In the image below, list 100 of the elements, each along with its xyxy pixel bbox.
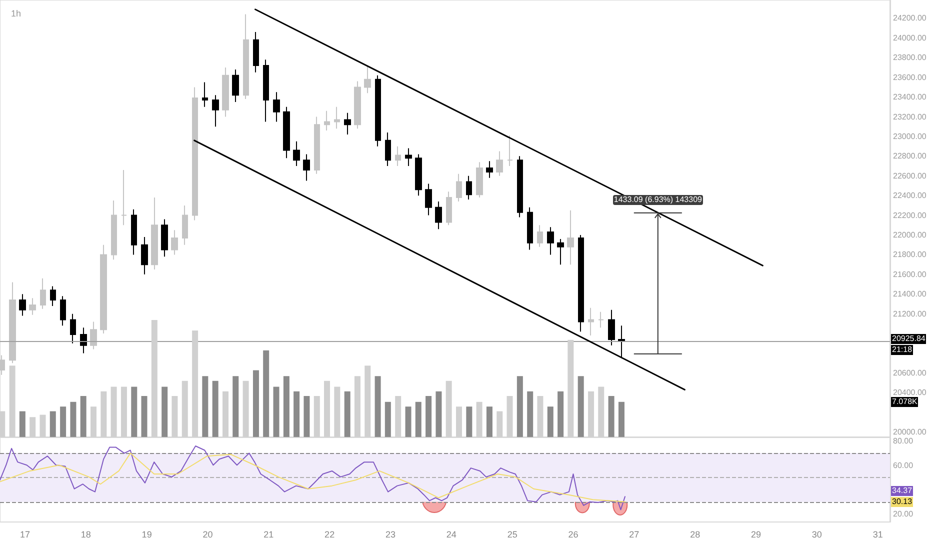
candlestick bbox=[232, 68, 239, 102]
candlestick bbox=[557, 238, 564, 266]
candlestick bbox=[324, 110, 330, 132]
bar bbox=[263, 350, 270, 437]
candlestick bbox=[507, 134, 513, 167]
candlestick bbox=[243, 14, 249, 100]
y-tick-label: 80.00 bbox=[893, 436, 914, 446]
candlestick bbox=[212, 94, 219, 128]
y-tick-label: 20.00 bbox=[893, 510, 914, 519]
y-tick-label: 23000.00 bbox=[893, 132, 927, 141]
candlestick bbox=[375, 74, 381, 147]
candlestick bbox=[466, 175, 472, 200]
y-tick-label: 24000.00 bbox=[893, 33, 927, 42]
y-tick-label: 20600.00 bbox=[893, 368, 927, 378]
y-tick-label: 20400.00 bbox=[893, 388, 927, 398]
candlestick bbox=[19, 294, 26, 316]
bar bbox=[486, 406, 492, 437]
bar bbox=[426, 396, 432, 437]
bar bbox=[405, 406, 412, 437]
candlestick bbox=[496, 150, 503, 176]
y-tick-label: 23800.00 bbox=[893, 53, 927, 62]
candlestick bbox=[222, 66, 229, 118]
candlestick bbox=[344, 112, 351, 135]
bar bbox=[212, 380, 218, 437]
candlestick bbox=[70, 313, 76, 344]
text: 34.37 bbox=[891, 486, 914, 496]
candlestick bbox=[202, 82, 208, 108]
bar bbox=[344, 391, 350, 437]
candlestick bbox=[314, 116, 320, 174]
candlestick bbox=[151, 197, 158, 270]
x-tick-label: 28 bbox=[690, 530, 700, 540]
candlestick bbox=[121, 169, 127, 226]
candlestick bbox=[131, 208, 137, 256]
candlestick bbox=[273, 92, 280, 122]
candlestick bbox=[334, 106, 340, 130]
x-tick-label: 25 bbox=[507, 530, 518, 540]
bar bbox=[141, 396, 148, 437]
candlestick bbox=[303, 154, 310, 182]
bar bbox=[60, 406, 66, 437]
candlestick bbox=[456, 173, 462, 202]
bar bbox=[50, 411, 56, 437]
candlestick bbox=[405, 148, 412, 167]
text: 1h bbox=[11, 8, 22, 18]
candlestick bbox=[608, 309, 615, 346]
bar bbox=[70, 402, 76, 437]
bar bbox=[304, 396, 310, 437]
candlestick bbox=[415, 154, 422, 196]
bar bbox=[374, 376, 381, 437]
bar bbox=[527, 391, 534, 437]
candlestick bbox=[263, 59, 269, 122]
bar bbox=[384, 402, 391, 437]
candlestick bbox=[435, 201, 442, 230]
candlestick bbox=[364, 65, 371, 94]
candlestick bbox=[182, 204, 188, 246]
bar bbox=[232, 376, 239, 437]
bar bbox=[252, 370, 259, 437]
candlestick bbox=[446, 191, 452, 226]
y-tick-label: 21400.00 bbox=[893, 290, 927, 299]
candlestick bbox=[29, 298, 36, 316]
candlestick bbox=[283, 106, 290, 159]
y-tick-label: 24200.00 bbox=[893, 14, 927, 23]
candlestick bbox=[517, 156, 523, 218]
candlestick bbox=[192, 86, 198, 221]
bar bbox=[294, 391, 300, 437]
x-tick-label: 31 bbox=[872, 530, 883, 540]
annotation: 1433.09 (6.93%) 143309 bbox=[612, 194, 703, 205]
y-tick-label: 22000.00 bbox=[893, 230, 927, 240]
bar bbox=[558, 391, 564, 437]
bar bbox=[80, 396, 86, 437]
candlestick bbox=[527, 206, 533, 250]
bar bbox=[578, 376, 584, 437]
bar bbox=[436, 391, 442, 437]
bar bbox=[608, 396, 614, 437]
bar bbox=[547, 406, 554, 437]
y-tick-label: 21600.00 bbox=[893, 270, 927, 279]
candlestick bbox=[395, 146, 401, 167]
candlestick bbox=[618, 325, 625, 359]
text: 21:18 bbox=[891, 345, 914, 355]
candlestick bbox=[547, 226, 554, 256]
y-tick-label: 21200.00 bbox=[893, 309, 927, 318]
y-tick-label: 22800.00 bbox=[893, 152, 927, 161]
bar bbox=[516, 376, 523, 437]
candlestick bbox=[588, 307, 594, 336]
x-tick-label: 17 bbox=[20, 530, 30, 540]
candlestick bbox=[354, 80, 361, 130]
candlestick bbox=[50, 286, 56, 306]
candlestick bbox=[9, 282, 16, 364]
text: 30.13 bbox=[891, 496, 914, 507]
x-tick-label: 22 bbox=[324, 530, 335, 540]
candlestick bbox=[486, 160, 493, 178]
bar bbox=[618, 402, 624, 437]
x-tick-label: 21 bbox=[264, 530, 274, 540]
bar bbox=[202, 376, 208, 437]
bar bbox=[19, 411, 26, 437]
bar bbox=[273, 386, 280, 437]
x-tick-label: 18 bbox=[80, 530, 91, 540]
y-tick-label: 22600.00 bbox=[893, 171, 927, 180]
y-tick-label: 22400.00 bbox=[893, 191, 927, 200]
ref-line-label: 20925.84 bbox=[891, 334, 926, 344]
candlestick bbox=[253, 32, 259, 73]
